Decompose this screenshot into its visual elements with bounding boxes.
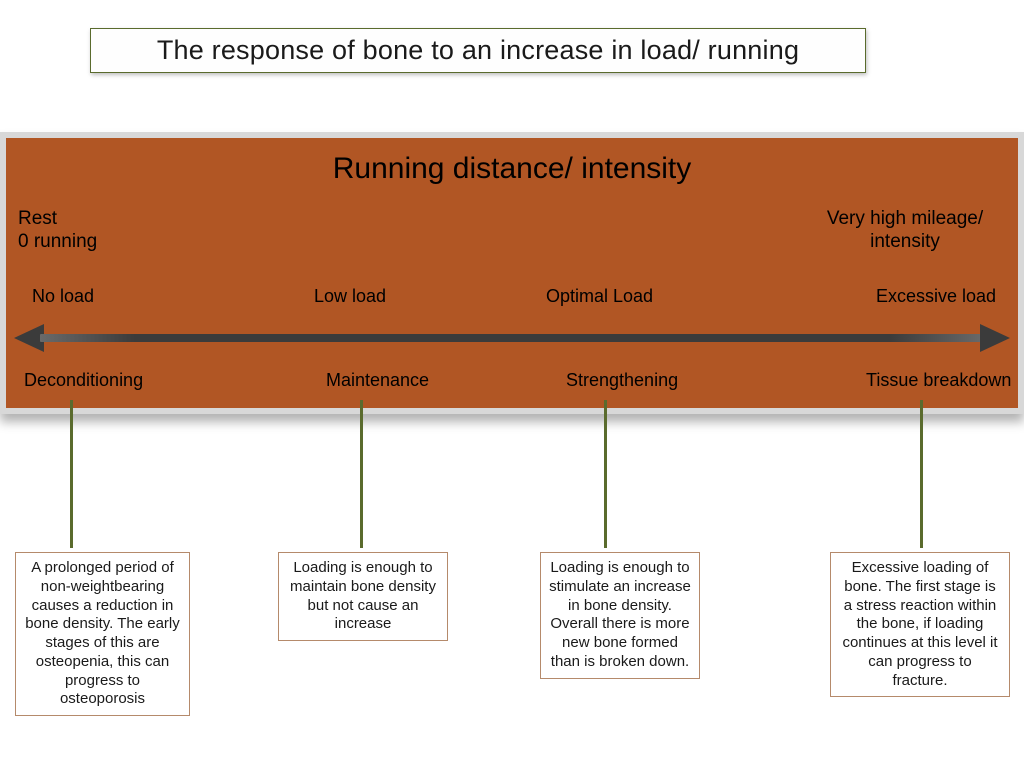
response-label-1: Maintenance [326,370,429,391]
arrow-shaft [40,334,984,342]
load-label-0: No load [32,286,94,307]
connector-2 [604,400,607,548]
description-box-3: Excessive loading of bone. The first sta… [830,552,1010,697]
axis-right-label: Very high mileage/ intensity [810,208,1000,254]
description-box-0: A prolonged period of non-weightbearing … [15,552,190,716]
connector-1 [360,400,363,548]
panel-body: Running distance/ intensity Rest 0 runni… [6,138,1018,408]
axis-left-label: Rest 0 running [18,208,97,254]
load-label-2: Optimal Load [546,286,653,307]
arrow-head-right-icon [980,324,1010,352]
spectrum-panel: Running distance/ intensity Rest 0 runni… [0,132,1024,422]
axis-right-line1: Very high mileage/ [810,208,1000,231]
page-title: The response of bone to an increase in l… [90,28,866,73]
connector-0 [70,400,73,548]
description-box-2: Loading is enough to stimulate an increa… [540,552,700,679]
axis-right-line2: intensity [810,231,1000,254]
response-label-0: Deconditioning [24,370,143,391]
response-label-3: Tissue breakdown [866,370,1011,391]
connector-3 [920,400,923,548]
response-label-2: Strengthening [566,370,678,391]
axis-left-line1: Rest [18,208,97,231]
panel-heading: Running distance/ intensity [6,152,1018,186]
axis-left-line2: 0 running [18,231,97,254]
load-label-3: Excessive load [876,286,996,307]
load-label-1: Low load [314,286,386,307]
spectrum-arrow [14,328,1010,348]
description-box-1: Loading is enough to maintain bone densi… [278,552,448,641]
